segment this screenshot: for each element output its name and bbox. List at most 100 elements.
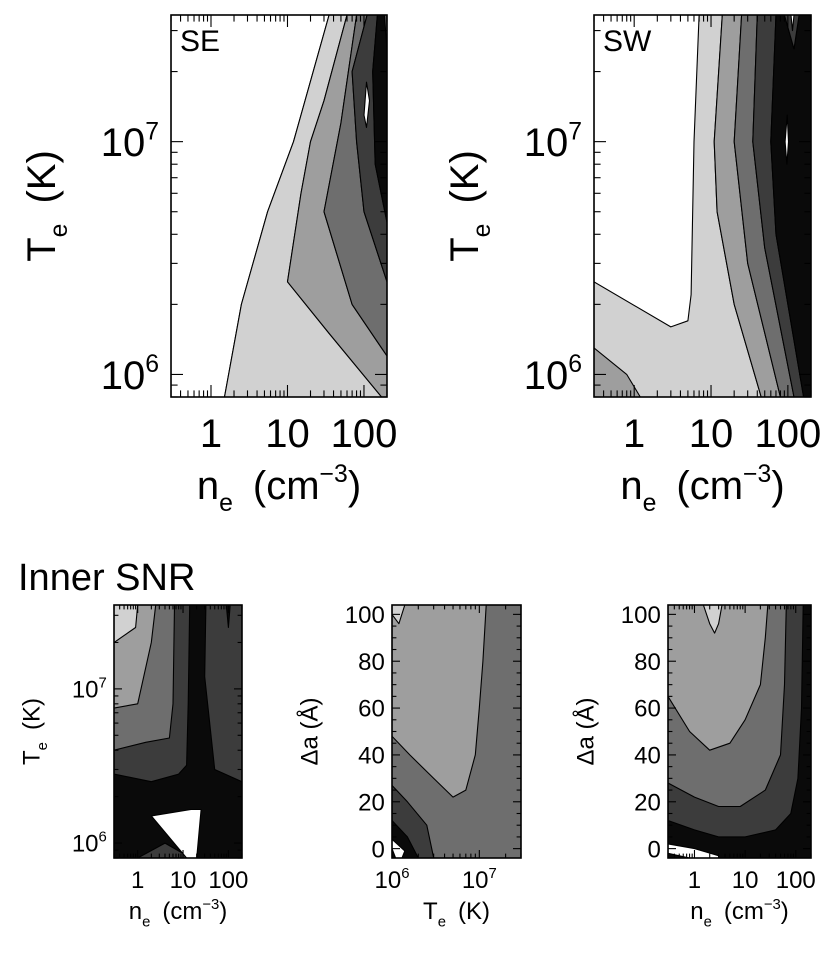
tick-exponent: 6 — [568, 351, 582, 378]
axis-unit: (K) — [446, 898, 490, 925]
tick-base: 10 — [101, 121, 146, 165]
tick-exponent: 7 — [568, 118, 582, 145]
axis-unit-exponent: −3 — [202, 897, 219, 913]
x-tick-label: 100 — [331, 412, 398, 456]
y-axis-title: Te (K) — [20, 150, 73, 262]
y-tick-label: 20 — [358, 789, 385, 816]
tick-base: 10 — [375, 867, 402, 894]
contour-level-6 — [150, 808, 202, 858]
contour-level-1 — [594, 15, 700, 328]
y-tick-label: 100 — [345, 602, 385, 629]
x-axis-title: ne (cm−3) — [690, 897, 789, 930]
axis-quantity: T — [443, 237, 487, 261]
x-tick-label: 10 — [732, 867, 759, 894]
axis-subscript: e — [46, 224, 73, 238]
tick-exponent: 7 — [99, 675, 107, 691]
y-tick-label: 107 — [101, 118, 159, 165]
plot-area — [392, 605, 521, 858]
section-label: Inner SNR — [18, 557, 195, 599]
y-tick-label: 100 — [621, 602, 661, 629]
x-tick-label: 100 — [208, 867, 248, 894]
y-tick-label: 0 — [371, 836, 384, 863]
axis-unit-exponent: −3 — [764, 897, 781, 913]
axis-quantity: T — [20, 237, 64, 261]
axis-subscript: e — [643, 490, 657, 517]
plot-frame — [170, 14, 388, 398]
axis-unit: (K) — [20, 150, 64, 223]
y-tick-label: 106 — [524, 351, 582, 398]
contour-level-5 — [372, 15, 387, 223]
y-tick-label: 60 — [634, 696, 661, 723]
x-tick-label: 107 — [462, 866, 497, 894]
tick-exponent: 7 — [489, 866, 497, 882]
plot-area — [114, 605, 242, 858]
axis-quantity: n — [690, 898, 703, 925]
axis-subscript: e — [469, 224, 496, 238]
y-tick-label: 0 — [647, 836, 660, 863]
tick-exponent: 6 — [145, 351, 159, 378]
axis-unit: (K) — [19, 698, 46, 742]
x-axis-title: ne (cm−3) — [620, 461, 784, 517]
axis-subscript: e — [219, 490, 233, 517]
axis-subscript: e — [142, 914, 150, 930]
contour-level-5 — [114, 605, 139, 644]
y-tick-label: 106 — [101, 351, 159, 398]
y-axis-title: Δa (Å) — [572, 697, 600, 765]
tick-exponent: 7 — [145, 118, 159, 145]
axis-unit-close: ) — [219, 898, 227, 925]
y-tick-label: 106 — [72, 830, 107, 858]
axis-unit: (Å) — [296, 697, 324, 736]
tick-base: 10 — [101, 354, 146, 398]
axis-unit: (cm — [150, 898, 202, 925]
axis-unit: (Å) — [572, 697, 600, 736]
axis-unit: (cm — [233, 464, 320, 508]
x-tick-label: 100 — [776, 867, 816, 894]
axis-unit: (K) — [443, 150, 487, 223]
tick-exponent: 6 — [99, 830, 107, 846]
axis-subscript: e — [438, 914, 446, 930]
axis-unit-close: ) — [771, 464, 784, 508]
axis-subscript: e — [704, 914, 712, 930]
axis-unit-exponent: −3 — [743, 461, 771, 488]
tick-exponent: 6 — [401, 866, 409, 882]
x-axis-title: ne (cm−3) — [197, 461, 361, 517]
x-tick-label: 10 — [170, 867, 197, 894]
axis-unit-close: ) — [781, 898, 789, 925]
axis-quantity: n — [129, 898, 142, 925]
tick-base: 10 — [524, 121, 569, 165]
axis-quantity: n — [197, 464, 219, 508]
axis-unit-exponent: −3 — [320, 461, 348, 488]
y-tick-label: 40 — [358, 743, 385, 770]
axis-subscript: e — [35, 742, 51, 750]
plot-frame — [113, 604, 243, 859]
contour-level-1 — [392, 605, 487, 798]
contour-level-3 — [668, 605, 769, 751]
plot-area — [171, 15, 387, 397]
plot-area — [594, 15, 811, 397]
contour-level-8 — [784, 114, 790, 165]
axis-quantity: T — [19, 750, 46, 765]
y-axis-title: Δa (Å) — [296, 697, 324, 765]
x-tick-label: 1 — [623, 412, 645, 456]
axis-unit: (cm — [656, 464, 743, 508]
contour-level-2 — [594, 347, 641, 397]
tick-base: 10 — [524, 354, 569, 398]
y-axis-title: Te (K) — [443, 150, 496, 262]
panel-label: SE — [180, 25, 220, 58]
y-axis-title: Te (K) — [19, 698, 51, 765]
axis-quantity: T — [423, 898, 438, 925]
axis-quantity: n — [620, 464, 642, 508]
tick-base: 10 — [72, 831, 99, 858]
plot-area — [668, 605, 811, 858]
x-tick-label: 10 — [265, 412, 310, 456]
y-tick-label: 40 — [634, 743, 661, 770]
y-tick-label: 60 — [358, 696, 385, 723]
y-tick-label: 107 — [72, 675, 107, 703]
y-tick-label: 80 — [358, 649, 385, 676]
x-tick-label: 106 — [375, 866, 410, 894]
panel-label: SW — [603, 25, 652, 58]
